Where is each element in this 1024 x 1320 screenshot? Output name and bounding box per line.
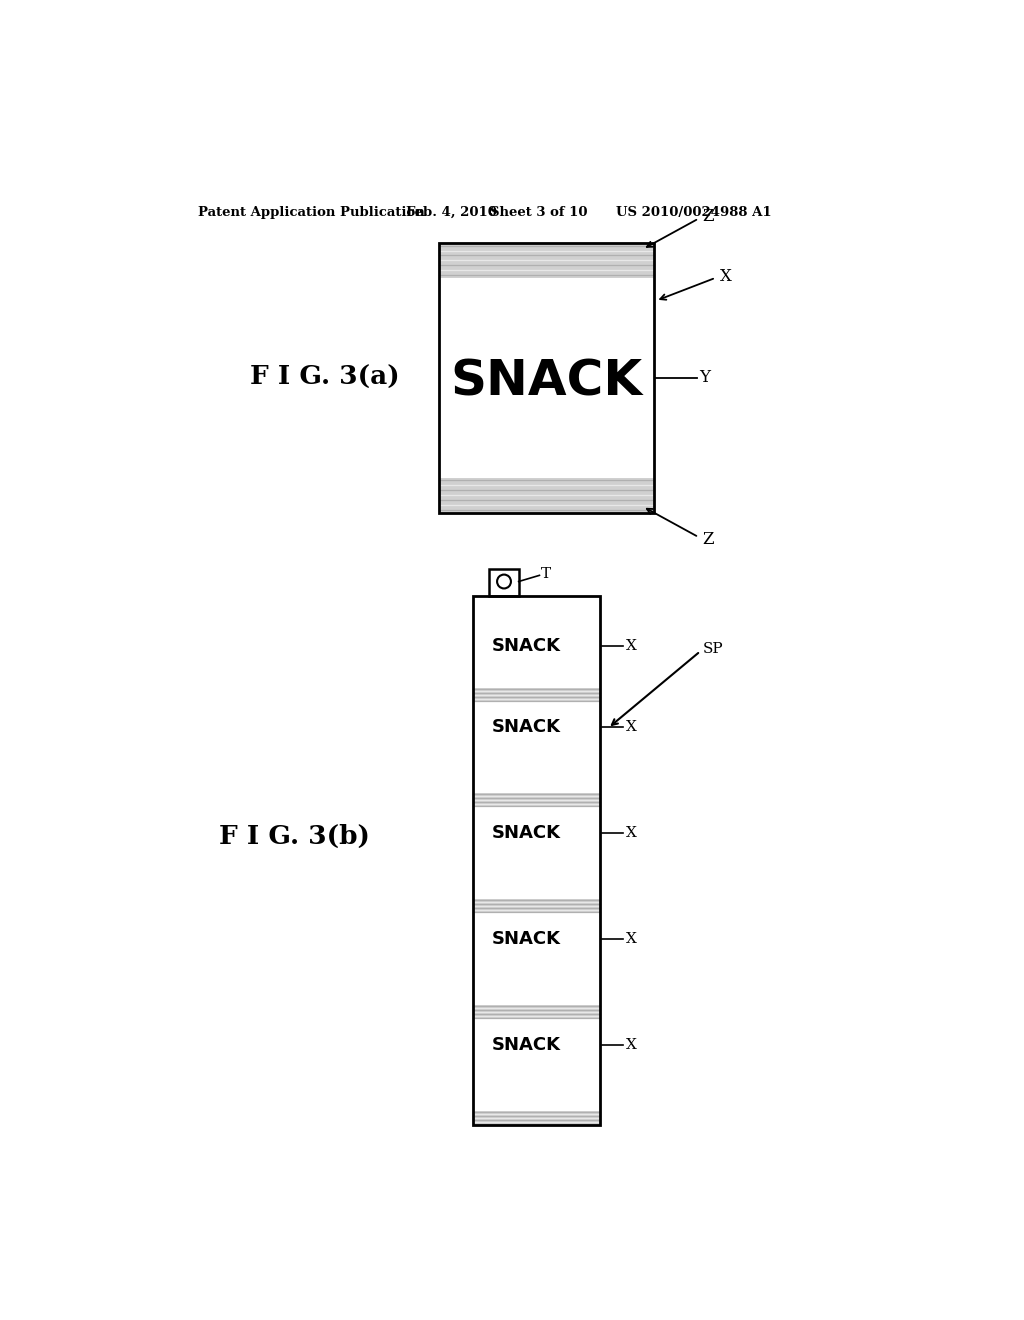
Circle shape	[497, 574, 511, 589]
Text: X: X	[626, 721, 637, 734]
Bar	[473, 701, 600, 793]
Bar	[473, 1019, 600, 1111]
Bar	[473, 913, 600, 1005]
Text: Z: Z	[701, 207, 714, 224]
Text: F I G. 3(b): F I G. 3(b)	[219, 824, 370, 849]
Text: SNACK: SNACK	[451, 358, 642, 405]
Bar	[489, 569, 518, 595]
Text: X: X	[626, 826, 637, 840]
Text: SNACK: SNACK	[493, 1036, 561, 1053]
Bar	[438, 478, 654, 512]
Text: Sheet 3 of 10: Sheet 3 of 10	[490, 206, 588, 219]
Bar	[473, 595, 600, 688]
Text: Patent Application Publication: Patent Application Publication	[199, 206, 425, 219]
Bar	[438, 243, 654, 512]
Bar	[438, 243, 654, 512]
Text: T: T	[541, 566, 551, 581]
Text: Feb. 4, 2010: Feb. 4, 2010	[407, 206, 497, 219]
Bar	[438, 243, 654, 277]
Text: SNACK: SNACK	[493, 718, 561, 737]
Text: SP: SP	[702, 642, 723, 656]
Text: X: X	[720, 268, 731, 285]
Bar	[473, 1111, 600, 1125]
Bar	[473, 793, 600, 808]
Text: SNACK: SNACK	[493, 636, 561, 655]
Text: X: X	[626, 932, 637, 946]
Bar	[473, 808, 600, 899]
Bar	[473, 899, 600, 913]
Text: SNACK: SNACK	[493, 824, 561, 842]
Text: Z: Z	[701, 531, 714, 548]
Bar	[473, 1005, 600, 1019]
Text: SNACK: SNACK	[493, 929, 561, 948]
Bar	[473, 595, 600, 1125]
Text: US 2010/0024988 A1: US 2010/0024988 A1	[615, 206, 771, 219]
Bar	[473, 688, 600, 701]
Text: F I G. 3(a): F I G. 3(a)	[250, 366, 399, 391]
Text: X: X	[626, 639, 637, 652]
Text: X: X	[626, 1038, 637, 1052]
Bar	[473, 595, 600, 1125]
Text: Y: Y	[698, 370, 710, 387]
